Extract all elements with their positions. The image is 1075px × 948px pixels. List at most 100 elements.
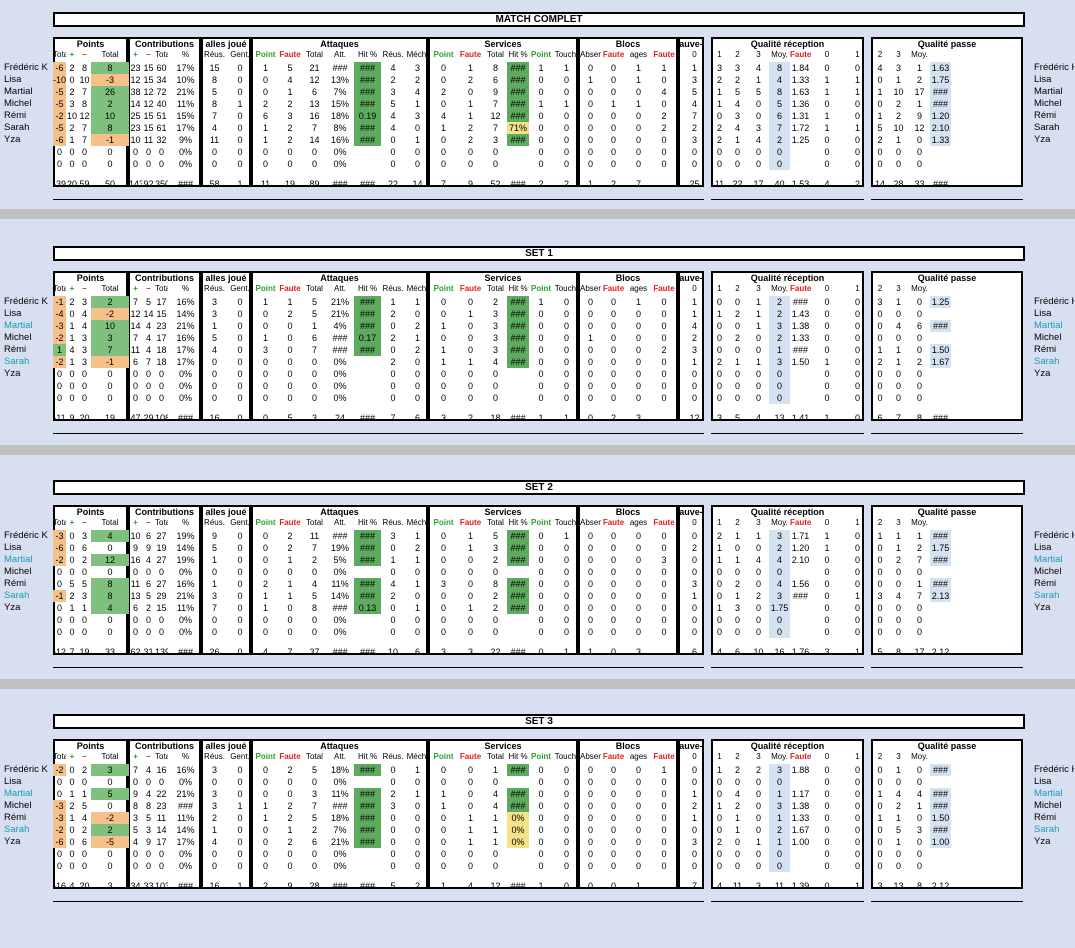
- set-title: SET 2: [53, 480, 1025, 495]
- data-cell: 0: [610, 75, 616, 85]
- total-cell: 2: [538, 179, 544, 189]
- data-cell: [790, 158, 811, 170]
- data-cell: 0: [414, 309, 420, 319]
- data-cell: 1: [538, 99, 544, 109]
- total-cell: 18: [490, 413, 501, 423]
- data-cell: 0: [661, 777, 667, 787]
- data-cell: 0: [237, 555, 243, 565]
- data-cell: [790, 146, 811, 158]
- data-cell: 0: [610, 837, 616, 847]
- data-cell: 21%: [330, 309, 349, 319]
- data-cell: 0: [635, 147, 641, 157]
- data-cell: 0: [311, 381, 317, 391]
- data-cell: 0: [563, 825, 569, 835]
- data-cell: 7: [132, 333, 138, 343]
- data-cell: 0: [440, 159, 446, 169]
- data-cell: 2: [769, 824, 790, 836]
- data-cell: ###: [507, 98, 529, 110]
- data-cell: 0: [107, 861, 113, 871]
- data-cell: 0: [635, 135, 641, 145]
- data-cell: 0: [610, 309, 616, 319]
- data-cell: 0%: [178, 615, 192, 625]
- data-cell: 0: [895, 369, 901, 379]
- data-cell: 1: [414, 765, 420, 775]
- column-header: Total: [53, 284, 66, 293]
- data-cell: 6: [311, 837, 317, 847]
- data-cell: 1.72: [791, 123, 810, 133]
- data-cell: 3: [691, 579, 697, 589]
- data-cell: ###: [354, 122, 381, 134]
- data-cell: 0: [237, 765, 243, 775]
- data-cell: 0: [661, 837, 667, 847]
- data-cell: 0: [538, 615, 544, 625]
- data-cell: ###: [507, 764, 529, 776]
- data-cell: 0: [587, 159, 593, 169]
- total-cell: 9: [467, 179, 473, 189]
- data-cell: 0: [610, 333, 616, 343]
- set-block-2: SET 2 Points Contributions alles joué Attaqu…: [0, 480, 1075, 714]
- group-header: Qualité passe: [917, 507, 977, 517]
- data-cell: 0: [492, 381, 498, 391]
- data-cell: 0: [769, 860, 790, 872]
- data-cell: 0: [691, 381, 697, 391]
- data-cell: 0: [237, 825, 243, 835]
- data-cell: 0: [538, 87, 544, 97]
- column-header: +: [69, 284, 75, 293]
- data-cell: 0: [877, 801, 883, 811]
- total-cell: 7: [440, 179, 446, 189]
- data-cell: 2: [734, 309, 740, 319]
- data-cell: 0: [755, 825, 761, 835]
- total-cell: 4: [69, 881, 75, 891]
- total-cell: 7: [390, 413, 396, 423]
- data-cell: 0: [755, 381, 761, 391]
- data-cell: ###: [507, 356, 529, 368]
- data-cell: 14%: [176, 543, 195, 553]
- data-cell: 1: [390, 555, 396, 565]
- data-cell: 2: [716, 531, 722, 541]
- totals-underline: [251, 188, 428, 200]
- data-cell: 0: [414, 369, 420, 379]
- totals-underline: [53, 188, 128, 200]
- data-cell: 0: [390, 567, 396, 577]
- data-cell: 17: [156, 333, 167, 343]
- total-cell: 59: [79, 179, 90, 189]
- data-cell: 0: [563, 321, 569, 331]
- data-cell: 0: [854, 543, 860, 553]
- data-cell: 0: [877, 381, 883, 391]
- total-cell: ###: [932, 413, 949, 423]
- data-cell: 1: [492, 825, 498, 835]
- total-cell: [651, 412, 677, 424]
- data-cell: 11: [130, 579, 141, 589]
- group-header: auve-: [679, 741, 703, 751]
- data-cell: 0: [635, 603, 641, 613]
- data-cell: 0: [107, 777, 113, 787]
- player-name: Michel: [4, 566, 32, 577]
- data-cell: 2: [916, 543, 922, 553]
- data-cell: 0: [587, 111, 593, 121]
- data-cell: 0%: [333, 861, 347, 871]
- totals-underline: [578, 656, 678, 668]
- data-cell: 0: [56, 147, 62, 157]
- data-cell: 1.17: [791, 789, 810, 799]
- data-cell: 0: [635, 627, 641, 637]
- data-cell: 0: [538, 789, 544, 799]
- column-header: Faute: [653, 752, 675, 761]
- data-cell: 0: [440, 63, 446, 73]
- data-cell: 10: [130, 531, 141, 541]
- data-cell: 0: [691, 777, 697, 787]
- data-cell: 3: [81, 531, 87, 541]
- data-cell: 0: [769, 158, 790, 170]
- data-cell: 9: [145, 837, 151, 847]
- data-cell: 0: [824, 789, 830, 799]
- column-header: Faute: [602, 518, 625, 527]
- column-header: Faute: [653, 518, 675, 527]
- data-cell: 0: [691, 627, 697, 637]
- data-cell: [790, 626, 811, 638]
- data-cell: 0: [440, 591, 446, 601]
- data-cell: 2: [390, 591, 396, 601]
- player-name: Yza: [1034, 836, 1051, 847]
- data-cell: 0: [587, 813, 593, 823]
- data-cell: 1: [916, 579, 922, 589]
- data-cell: 0: [691, 555, 697, 565]
- data-cell: 1: [895, 543, 901, 553]
